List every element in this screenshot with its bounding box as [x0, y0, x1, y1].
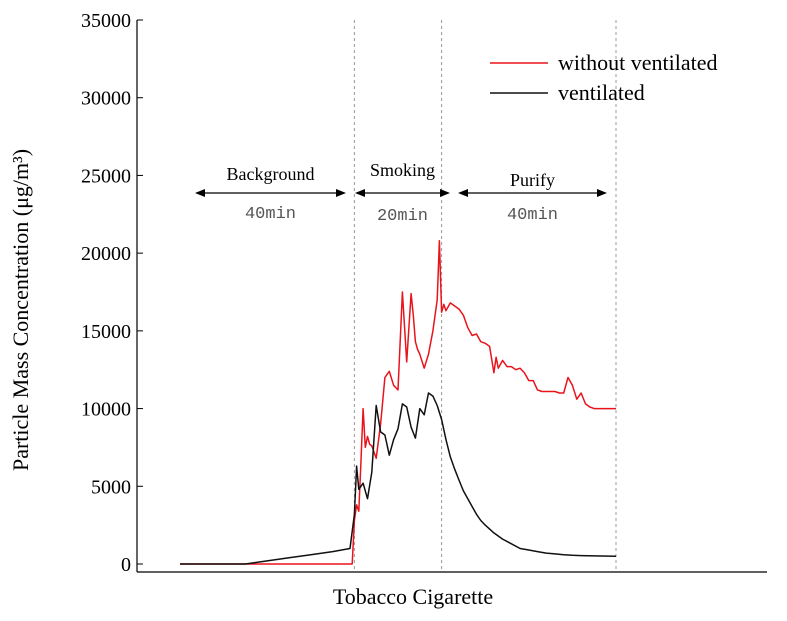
series-line [180, 239, 616, 565]
phase-duration: 40min [507, 206, 558, 225]
phase-arrow-right [440, 189, 450, 197]
phase-arrow-left [355, 189, 365, 197]
phase-arrow-left [195, 189, 205, 197]
series-lines [180, 239, 617, 565]
phase-duration: 20min [377, 207, 428, 226]
phase-arrow-right [336, 189, 346, 197]
x-axis-title: Tobacco Cigarette [333, 584, 493, 609]
legend: without ventilated ventilated [490, 50, 717, 105]
y-tick-label: 5000 [91, 476, 131, 498]
y-tick-label: 25000 [81, 165, 131, 187]
y-tick-label: 20000 [81, 243, 131, 265]
y-axis-title: Particle Mass Concentration (μg/m³) [8, 149, 33, 471]
y-tick-label: 30000 [81, 88, 131, 110]
y-tick-label: 35000 [81, 10, 131, 32]
phase-label: Smoking [370, 160, 435, 180]
y-tick-label: 15000 [81, 321, 131, 343]
legend-label: without ventilated [558, 50, 717, 75]
y-tick-label: 10000 [81, 399, 131, 421]
phase-label: Purify [510, 170, 555, 190]
phase-duration: 40min [245, 205, 296, 224]
plot-frame [136, 20, 767, 573]
series-line [180, 392, 617, 565]
y-axis: 0 5000 10000 15000 20000 25000 30000 35000 [81, 10, 143, 576]
phase-label: Background [227, 164, 315, 184]
phase-arrow-right [597, 189, 607, 197]
y-tick-label: 0 [121, 554, 131, 576]
phase-arrow-left [458, 189, 468, 197]
legend-label: ventilated [558, 80, 645, 105]
phase-annotations: Background 40min Smoking 20min Purify 40min [195, 160, 607, 226]
